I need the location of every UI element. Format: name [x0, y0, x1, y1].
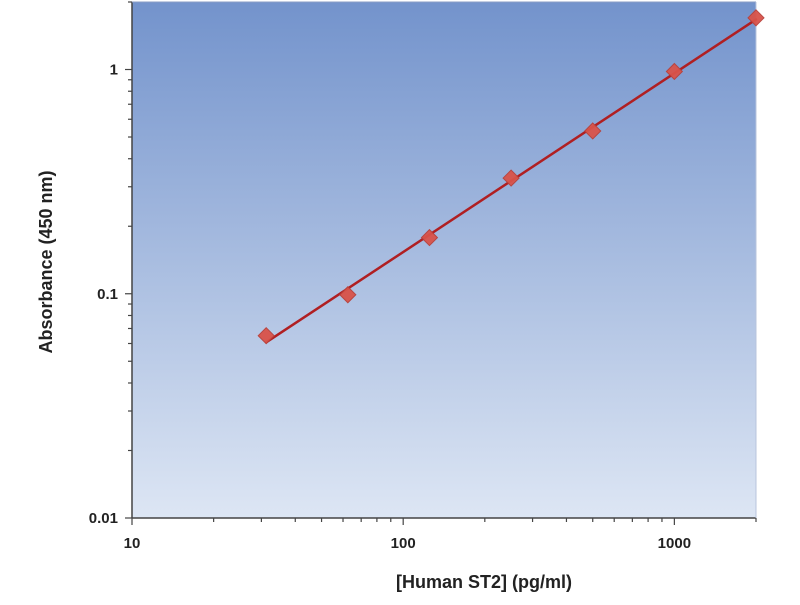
data-point: [339, 286, 357, 304]
data-point: [420, 228, 439, 247]
ticks: [125, 1, 757, 525]
y-axis-title: Absorbance (450 nm): [36, 170, 56, 353]
data-points: [257, 9, 765, 345]
data-point: [257, 326, 275, 345]
tick-labels: 10 100 1000 0.01 0.1 1: [89, 62, 691, 552]
x-tick-label: 1000: [658, 535, 691, 552]
x-tick-label: 10: [124, 535, 141, 552]
y-tick-label: 1: [110, 62, 118, 79]
x-axis-title: [Human ST2] (pg/ml): [396, 572, 572, 592]
data-point: [747, 9, 765, 27]
data-point: [665, 62, 684, 81]
x-tick-label: 100: [391, 535, 416, 552]
y-tick-label: 0.1: [97, 286, 118, 303]
data-point: [584, 122, 602, 140]
y-tick-label: 0.01: [89, 510, 118, 527]
data-point: [502, 169, 520, 187]
axes: [131, 1, 757, 519]
plot-area: [132, 2, 756, 518]
